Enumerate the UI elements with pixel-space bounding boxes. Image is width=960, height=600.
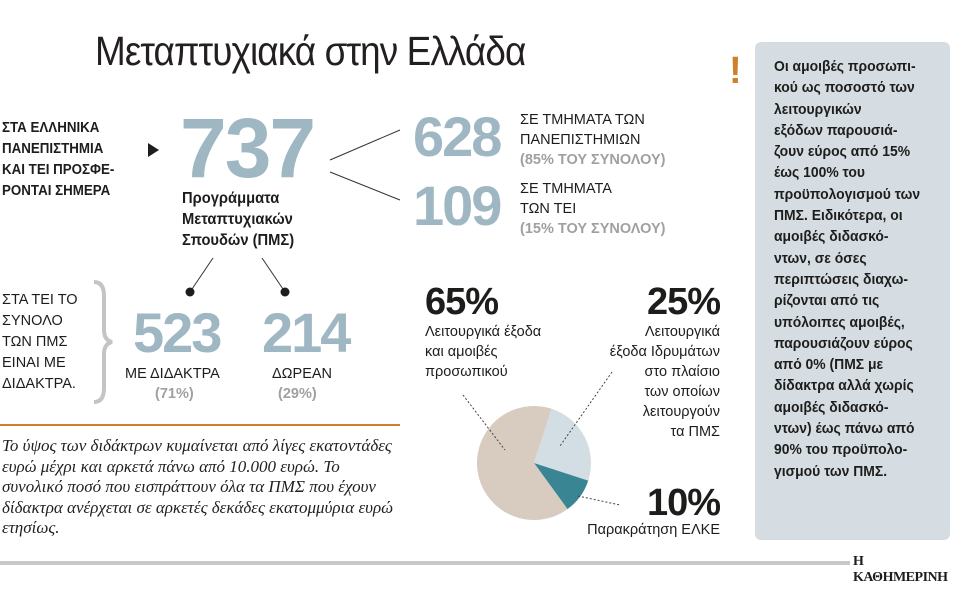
pie-slice-25 <box>534 408 591 481</box>
leader-line-65 <box>462 394 506 451</box>
note-box <box>755 42 950 540</box>
connector-line <box>261 257 286 293</box>
free-share: (29%) <box>278 386 317 402</box>
universities-caption: ΣΕ ΤΜΗΜΑΤΑ ΤΩΝ ΠΑΝΕΠΙΣΤΗΜΙΩΝ (85% ΤΟΥ ΣΥΝ… <box>520 110 665 170</box>
free-value: 214 <box>262 301 351 364</box>
footer-rule <box>0 561 850 565</box>
slice-label-text-65: Λειτουργικά έξοδα και αμοιβές προσωπικού <box>425 324 542 380</box>
connector-line <box>329 129 401 161</box>
body-text: Το ύψος των διδάκτρων κυμαίνεται από λίγ… <box>2 436 393 537</box>
free-label: ΔΩΡΕΑΝ <box>272 366 333 382</box>
slice-label-text-25: Λειτουργικά έξοδα Ιδρυμάτων στο πλαίσιο … <box>609 324 720 440</box>
note-text: Οι αμοιβές προσωπι- κού ως ποσοστό των λ… <box>774 59 921 480</box>
brand-logo: Η ΚΑΘΗΜΕΡΙΝΗ <box>853 554 948 585</box>
page-title: Μεταπτυχιακά στην Ελλάδα <box>95 28 526 74</box>
slice-label-value-10: 10% <box>646 482 721 524</box>
slice-label-text-10: Παρακράτηση ΕΛΚΕ <box>587 522 720 538</box>
brace-icon <box>93 280 113 404</box>
tei-label: ΣΕ ΤΜΗΜΑΤΑ ΤΩΝ ΤΕΙ <box>520 181 612 217</box>
total-programs-label: Προγράμματα Μεταπτυχιακών Σπουδών (ΠΜΣ) <box>182 190 295 249</box>
leader-line-25 <box>559 371 613 447</box>
connector-line <box>189 257 214 293</box>
universities-share: (85% ΤΟΥ ΣΥΝΟΛΟΥ) <box>520 152 666 168</box>
universities-label: ΣΕ ΤΜΗΜΑΤΑ ΤΩΝ ΠΑΝΕΠΙΣΤΗΜΙΩΝ <box>520 112 645 148</box>
lead-text: ΣΤΑ ΕΛΛΗΝΙΚΑ ΠΑΝΕΠΙΣΤΗΜΙΑ ΚΑΙ ΤΕΙ ΠΡΟΣΦΕ… <box>2 120 115 199</box>
universities-value: 628 <box>413 105 502 168</box>
tei-caption: ΣΕ ΤΜΗΜΑΤΑ ΤΩΝ ΤΕΙ (15% ΤΟΥ ΣΥΝΟΛΟΥ) <box>520 179 665 239</box>
pie-slice-65 <box>477 406 568 520</box>
slice-label-value-65: 65% <box>425 281 499 323</box>
tei-share: (15% ΤΟΥ ΣΥΝΟΛΟΥ) <box>520 221 666 237</box>
connector-line <box>329 171 401 201</box>
tei-value: 109 <box>413 174 502 237</box>
exclamation-icon: ! <box>729 50 742 92</box>
connector-dot <box>280 287 290 297</box>
paid-share: (71%) <box>155 386 194 402</box>
divider <box>0 424 400 426</box>
slice-label-value-25: 25% <box>646 281 721 323</box>
tei-note: ΣΤΑ ΤΕΙ ΤΟ ΣΥΝΟΛΟ ΤΩΝ ΠΜΣ ΕΙΝΑΙ ΜΕ ΔΙΔΑΚ… <box>2 292 78 392</box>
leader-line-10 <box>577 495 621 506</box>
total-programs-value: 737 <box>180 101 316 195</box>
paid-label: ΜΕ ΔΙΔΑΚΤΡΑ <box>125 366 220 382</box>
connector-dot <box>185 287 195 297</box>
pie-slice-10 <box>534 463 589 510</box>
arrow-right-icon <box>148 143 159 157</box>
pie-chart <box>477 406 591 520</box>
paid-value: 523 <box>133 301 222 364</box>
